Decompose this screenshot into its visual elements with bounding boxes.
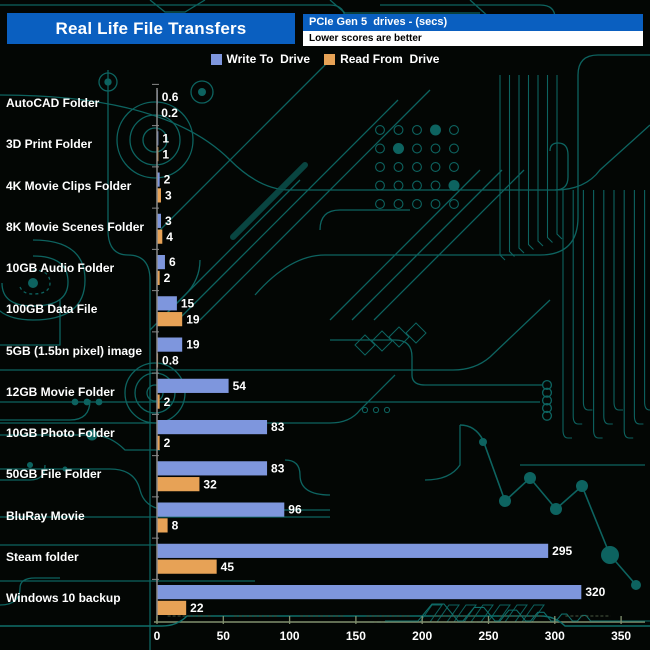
svg-text:100: 100	[280, 629, 300, 643]
svg-text:50: 50	[217, 629, 231, 643]
svg-text:300: 300	[545, 629, 565, 643]
svg-text:83: 83	[271, 420, 285, 434]
svg-text:0: 0	[154, 629, 161, 643]
svg-text:2: 2	[164, 436, 171, 450]
svg-text:6: 6	[169, 255, 176, 269]
svg-text:350: 350	[611, 629, 631, 643]
svg-text:0.6: 0.6	[162, 90, 179, 104]
svg-text:19: 19	[186, 338, 200, 352]
svg-text:150: 150	[346, 629, 366, 643]
svg-text:2: 2	[164, 395, 171, 409]
svg-text:15: 15	[181, 296, 195, 310]
svg-text:1: 1	[162, 147, 169, 161]
svg-text:96: 96	[288, 503, 302, 517]
svg-text:295: 295	[552, 544, 572, 558]
svg-text:22: 22	[190, 601, 204, 615]
svg-text:1: 1	[162, 131, 169, 145]
svg-text:2: 2	[164, 173, 171, 187]
svg-text:32: 32	[203, 477, 217, 491]
svg-text:2: 2	[164, 271, 171, 285]
svg-text:0.2: 0.2	[161, 106, 178, 120]
svg-text:320: 320	[585, 585, 605, 599]
svg-text:45: 45	[221, 560, 235, 574]
svg-text:19: 19	[186, 312, 200, 326]
svg-text:54: 54	[233, 379, 247, 393]
svg-text:0.8: 0.8	[162, 354, 179, 368]
svg-text:8: 8	[172, 519, 179, 533]
svg-text:83: 83	[271, 461, 285, 475]
svg-text:4: 4	[166, 230, 173, 244]
svg-text:3: 3	[165, 214, 172, 228]
svg-text:3: 3	[165, 189, 172, 203]
svg-text:200: 200	[412, 629, 432, 643]
svg-text:250: 250	[478, 629, 498, 643]
